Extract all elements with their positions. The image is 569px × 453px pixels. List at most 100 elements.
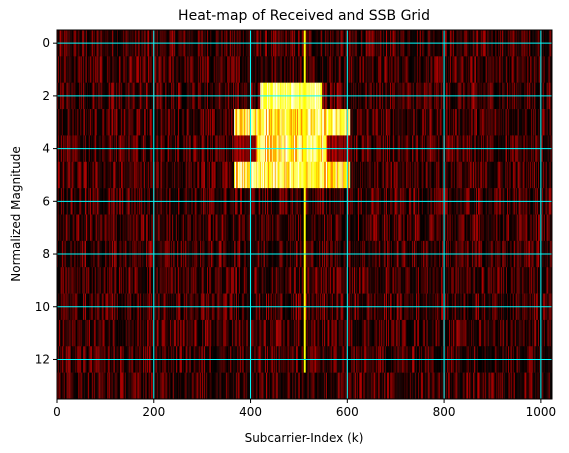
heatmap-cell (250, 161, 252, 189)
heatmap-cell (256, 56, 258, 84)
heatmap-cell (543, 109, 546, 136)
heatmap-cell (327, 214, 330, 242)
heatmap-cell (317, 267, 319, 294)
heatmap-cell (332, 56, 335, 84)
heatmap-cell (317, 56, 319, 84)
heatmap-cell (252, 56, 254, 84)
heatmap-cell (326, 161, 328, 189)
heatmap-cell (351, 161, 353, 189)
heatmap-cell (285, 56, 287, 84)
heatmap-cell (545, 214, 547, 242)
heatmap-cell (461, 56, 463, 84)
heatmap-cell (239, 161, 242, 189)
heatmap-cell (225, 267, 227, 294)
heatmap-cell (372, 109, 374, 136)
heatmap-cell (502, 161, 504, 189)
heatmap-cell (132, 56, 134, 84)
heatmap-cell (93, 109, 96, 136)
heatmap-cell (547, 56, 549, 84)
heatmap-cell (244, 109, 247, 136)
heatmap-cell (235, 56, 237, 84)
heatmap-cell (100, 109, 102, 136)
heatmap-cell (73, 56, 75, 84)
heatmap-cell (220, 267, 222, 294)
heatmap-cell (159, 56, 161, 84)
heatmap-cell (406, 109, 408, 136)
heatmap-cell (264, 214, 266, 242)
heatmap-cell (167, 267, 169, 294)
heatmap-cell (383, 214, 385, 242)
heatmap-cell (295, 214, 297, 242)
heatmap-cell (232, 161, 234, 189)
heatmap-cell (290, 267, 292, 294)
heatmap-cell (211, 214, 214, 242)
heatmap-cell (327, 161, 330, 189)
heatmap-cell (417, 109, 419, 136)
heatmap-cell (351, 267, 353, 294)
heatmap-cell (529, 109, 531, 136)
heatmap-cell (67, 214, 69, 242)
heatmap-cell (343, 161, 345, 189)
heatmap-cell (331, 214, 334, 242)
heatmap-cell (531, 214, 533, 242)
heatmap-cell (59, 161, 62, 189)
heatmap-cell (63, 109, 66, 136)
heatmap-cell (175, 56, 177, 84)
heatmap-cell (261, 267, 263, 294)
heatmap-cell (304, 161, 307, 189)
heatmap-cell (193, 109, 195, 136)
heatmap-cell (106, 267, 108, 294)
heatmap-cell (238, 56, 241, 84)
heatmap-cell (316, 267, 318, 294)
heatmap-cell (485, 56, 487, 84)
heatmap-cell (439, 109, 441, 136)
heatmap-cell (101, 56, 103, 84)
heatmap-cell (252, 161, 254, 189)
heatmap-cell (340, 161, 342, 189)
heatmap-cell (278, 56, 280, 84)
heatmap-cell (322, 109, 324, 136)
heatmap-cell (523, 56, 525, 84)
heatmap-cell (74, 267, 76, 294)
heatmap-cell (492, 56, 494, 84)
heatmap-cell (200, 161, 202, 189)
heatmap-cell (384, 214, 386, 242)
heatmap-cell (483, 56, 486, 84)
heatmap-cell (78, 109, 80, 136)
heatmap-cell (184, 161, 187, 189)
heatmap-cell (469, 56, 471, 84)
heatmap-cell (94, 267, 97, 294)
heatmap-cell (475, 214, 477, 242)
heatmap-cell (243, 56, 246, 84)
heatmap-cell (261, 161, 263, 189)
heatmap-cell (463, 214, 465, 242)
heatmap-cell (431, 109, 433, 136)
heatmap-cell (309, 161, 311, 189)
heatmap-cell (282, 56, 284, 84)
heatmap-cell (533, 56, 535, 84)
heatmap-cell (98, 214, 100, 242)
heatmap-cell (202, 109, 204, 136)
heatmap-cell (373, 109, 375, 136)
heatmap-cell (64, 109, 67, 136)
heatmap-cell (168, 56, 170, 84)
heatmap-cell (521, 109, 523, 136)
heatmap-cell (176, 214, 178, 242)
heatmap-cell (147, 109, 149, 136)
heatmap-cell (257, 267, 259, 294)
heatmap-cell (410, 267, 412, 294)
heatmap-cell (217, 267, 219, 294)
heatmap-cell (132, 214, 134, 242)
heatmap-cell (481, 109, 484, 136)
heatmap-cell (187, 56, 189, 84)
heatmap-cell (341, 214, 343, 242)
heatmap-cell (148, 214, 151, 242)
heatmap-cell (430, 214, 432, 242)
heatmap-cell (329, 161, 332, 189)
heatmap-cell (512, 161, 515, 189)
heatmap-cell (327, 267, 329, 294)
heatmap-cell (323, 267, 325, 294)
heatmap-cell (70, 267, 72, 294)
heatmap-cell (427, 109, 429, 136)
heatmap-cell (414, 214, 416, 242)
